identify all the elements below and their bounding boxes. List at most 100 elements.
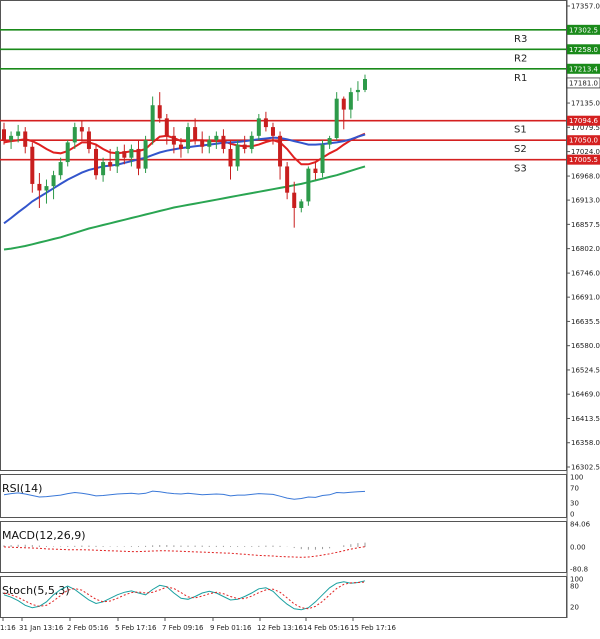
level-price-label-r2: 17258.0	[569, 46, 598, 54]
indicator-label: RSI(14)	[2, 482, 42, 495]
level-name-r1: R1	[514, 73, 527, 84]
candle-body	[263, 118, 268, 128]
candle-body	[101, 162, 106, 176]
level-name-r2: R2	[514, 53, 527, 64]
price-tick-label: 16746.0	[571, 270, 600, 278]
last-price-tag	[566, 77, 600, 89]
candle-body	[72, 127, 77, 143]
price-tick-label: 16580.0	[571, 342, 600, 350]
candle-body	[334, 98, 339, 139]
level-price-label-s2: 17050.0	[569, 137, 598, 145]
price-tick-label: 16802.0	[571, 245, 600, 253]
candle-body	[200, 140, 205, 147]
candle-body	[306, 168, 311, 202]
candle-body	[228, 148, 233, 167]
level-price-label-r3: 17302.5	[569, 26, 598, 34]
price-tick-label: 16968.0	[571, 173, 600, 181]
candle-body	[299, 201, 304, 208]
moving-average-line-1	[3, 132, 366, 166]
level-price-label-r1: 17213.4	[569, 65, 598, 73]
candle-body	[348, 92, 353, 110]
level-name-s2: S2	[514, 144, 527, 155]
price-tick-label: 16469.0	[571, 391, 600, 399]
candle-body	[363, 79, 367, 90]
candle-body	[9, 135, 14, 141]
price-tick-label: 17135.0	[571, 100, 600, 108]
candle-body	[242, 144, 247, 149]
candle-body	[256, 118, 261, 136]
level-price-tag-r3	[567, 24, 600, 35]
candle-body	[327, 138, 332, 145]
time-tick-label: 2 Feb 05:16	[67, 624, 109, 632]
candle-body	[221, 135, 226, 149]
level-price-label-s1: 17094.6	[569, 117, 598, 125]
stoch-tick-label: 100	[570, 576, 583, 584]
time-tick-label: 5 Feb 17:16	[115, 624, 157, 632]
price-tick-label: 17079.5	[571, 124, 600, 132]
time-tick-label: 12 Feb 13:16	[257, 624, 303, 632]
time-tick-label: 31 Jan 13:16	[19, 624, 64, 632]
level-price-tag-r2	[567, 44, 600, 55]
level-name-s1: S1	[514, 125, 527, 136]
candle-body	[143, 140, 148, 169]
candle-body	[207, 140, 212, 147]
main-plot-frame	[0, 0, 567, 471]
last-price-label: 17181.0	[569, 79, 598, 87]
candle-body	[23, 131, 28, 147]
time-tick-label: 15 Feb 17:16	[350, 624, 396, 632]
level-name-r3: R3	[514, 34, 527, 45]
candle-body	[94, 148, 99, 176]
candle-body	[30, 146, 35, 184]
price-tick-label: 17024.0	[571, 148, 600, 156]
candle-body	[313, 168, 318, 174]
candle-body	[235, 144, 240, 167]
indicator-label: MACD(12,26,9)	[2, 529, 86, 542]
time-tick-label: 9 Feb 01:16	[210, 624, 252, 632]
level-price-tag-r1	[567, 63, 600, 74]
candle-body	[341, 98, 346, 110]
price-tick-label: 16913.0	[571, 197, 600, 205]
price-tick-label: 16524.5	[571, 366, 600, 374]
candle-body	[355, 89, 360, 93]
candle-body	[129, 148, 134, 158]
macd-tick-label: 0.00	[570, 543, 586, 551]
time-tick-label: 1:16	[0, 624, 16, 632]
candle-body	[150, 105, 155, 141]
price-tick-label: 16857.5	[571, 221, 600, 229]
candle-body	[79, 127, 84, 132]
indicator-pane-frame	[0, 576, 567, 618]
macd-tick-label: 84.06	[570, 521, 591, 529]
candle-body	[164, 118, 169, 136]
stoch-tick-label: 80	[570, 583, 579, 591]
candle-body	[193, 127, 198, 141]
candle-body	[320, 144, 325, 174]
candle-body	[51, 175, 56, 187]
level-price-label-s3: 17005.5	[569, 156, 598, 164]
indicator-label: Stoch(5,5,3)	[2, 584, 70, 597]
stoch-k-line	[3, 580, 366, 611]
price-tick-label: 16358.0	[571, 439, 600, 447]
candle-body	[249, 135, 254, 149]
moving-average-line-3	[3, 165, 366, 251]
macd-signal-line	[3, 546, 366, 558]
candle-body	[171, 135, 176, 145]
stoch-d-line	[3, 581, 366, 610]
level-price-tag-s2	[567, 135, 600, 146]
stoch-tick-label: 20	[570, 604, 579, 612]
rsi-line	[3, 490, 366, 500]
candle-body	[285, 166, 290, 193]
moving-average-line-2	[3, 133, 366, 225]
candle-body	[136, 148, 141, 169]
candle-body	[86, 131, 91, 149]
candle-body	[115, 151, 120, 167]
candle-body	[278, 135, 283, 167]
level-price-tag-s3	[567, 154, 600, 165]
candle-body	[178, 144, 183, 149]
price-tick-label: 16413.5	[571, 415, 600, 423]
rsi-tick-label: 0	[570, 511, 574, 519]
level-price-tag-s1	[567, 115, 600, 126]
candle-body	[270, 127, 275, 136]
time-tick-label: 14 Feb 05:16	[303, 624, 349, 632]
candle-body	[65, 142, 70, 163]
